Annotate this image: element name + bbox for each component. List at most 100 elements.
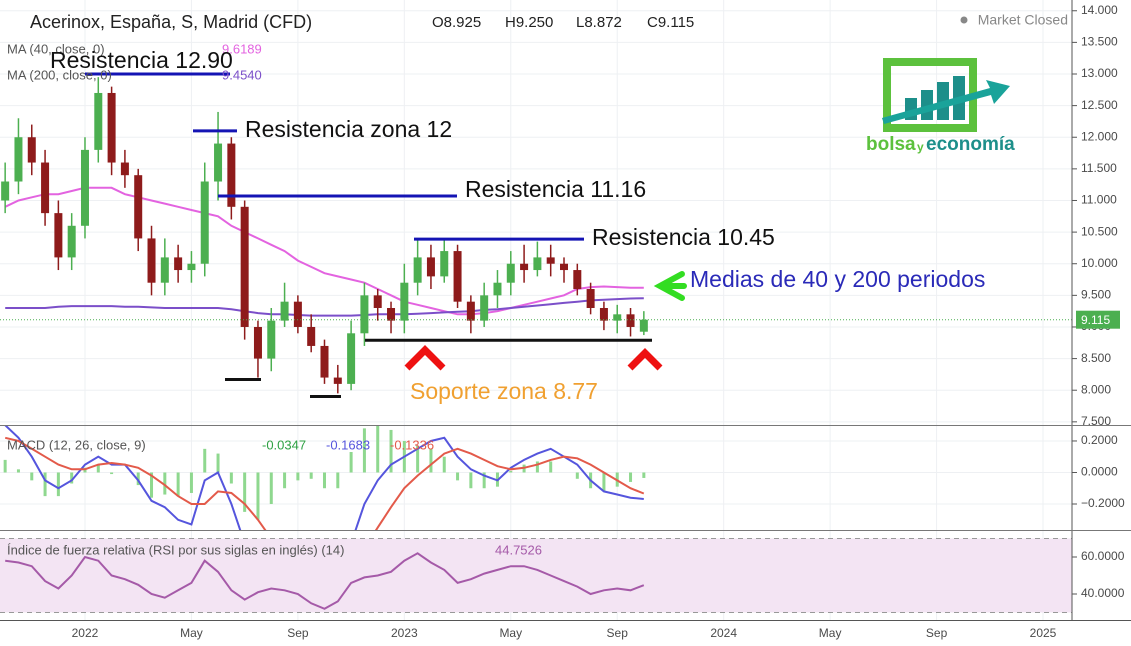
candle-body <box>307 326 316 346</box>
x-tick-label: May <box>819 626 842 640</box>
quote-high: H9.250 <box>505 14 553 31</box>
candle-body <box>1 181 10 201</box>
y-tick-label: 13.500 <box>1081 35 1118 49</box>
histogram-bar <box>549 461 553 473</box>
y-tick-label: 8.500 <box>1081 351 1111 365</box>
histogram-bar <box>416 445 420 473</box>
legend-value: 9.6189 <box>222 41 262 56</box>
legend-value: 44.7526 <box>495 542 542 557</box>
candle-body <box>320 345 329 378</box>
candle-body <box>94 92 103 150</box>
histogram-bar <box>150 472 154 498</box>
legend-value: -0.1336 <box>390 437 434 452</box>
x-tick-label: Sep <box>287 626 309 640</box>
candle-body <box>626 314 635 327</box>
y-tick-label: 0.2000 <box>1081 433 1118 447</box>
candle-body <box>187 263 196 271</box>
x-tick-label: Sep <box>607 626 629 640</box>
x-tick-label: 2024 <box>710 626 737 640</box>
candle-body <box>426 257 435 277</box>
logo-text: y <box>917 140 924 154</box>
histogram-bar <box>189 472 193 493</box>
y-tick-label: 60.0000 <box>1081 549 1125 563</box>
candle-body <box>586 289 595 308</box>
last-price-box <box>1076 310 1120 329</box>
chevron <box>404 345 663 371</box>
histogram-bar <box>70 472 74 484</box>
histogram-bar <box>456 472 460 481</box>
histogram-bar <box>269 472 273 504</box>
candle-body <box>174 257 183 271</box>
candle-body <box>41 162 50 214</box>
y-tick-label: 9.500 <box>1081 288 1111 302</box>
candle-body <box>347 333 356 384</box>
histogram-bar <box>376 426 380 473</box>
histogram-bar <box>110 472 114 475</box>
histogram-bar <box>629 472 633 482</box>
histogram-bar <box>283 472 287 489</box>
logo: bolsa y economía <box>866 58 1015 155</box>
candle-body <box>120 162 129 176</box>
series-line <box>4 426 644 530</box>
histogram-bar <box>575 472 579 479</box>
quote-low: L8.872 <box>576 14 622 31</box>
candle-body <box>493 282 502 296</box>
candle-body <box>560 263 569 271</box>
x-tick-label: May <box>499 626 522 640</box>
candle-body <box>293 301 302 327</box>
x-tick-label: Sep <box>926 626 948 640</box>
histogram-bar <box>203 448 207 473</box>
candle-body <box>240 206 249 327</box>
y-tick-label: 12.000 <box>1081 129 1118 143</box>
candle-body <box>360 295 369 334</box>
legend-value: -0.1683 <box>326 437 370 452</box>
candle-body <box>440 251 449 277</box>
histogram-bar <box>256 472 260 520</box>
y-tick-label: −0.2000 <box>1081 496 1125 510</box>
histogram-bar <box>482 472 486 489</box>
histogram-bar <box>176 472 180 497</box>
quote-close: C9.115 <box>647 14 694 31</box>
y-tick-label: 13.000 <box>1081 66 1118 80</box>
histogram-bar <box>216 453 220 473</box>
candle-body <box>453 251 462 302</box>
series-line <box>5 552 645 610</box>
histogram-bar <box>322 472 326 489</box>
pane-title: MACD (12, 26, close, 9) <box>7 437 146 452</box>
y-tick-label: 8.000 <box>1081 382 1111 396</box>
y-tick-label: 11.000 <box>1081 193 1117 207</box>
histogram-bar <box>16 469 20 473</box>
candle-body <box>506 263 515 283</box>
candle-body <box>227 143 236 207</box>
pane-title: Índice de fuerza relativa (RSI por sus s… <box>7 542 344 557</box>
candle-body <box>333 377 342 384</box>
histogram-bar <box>469 472 473 489</box>
candle-body <box>27 137 36 163</box>
annotation: Resistencia 10.45 <box>592 224 775 250</box>
candle-body <box>466 301 475 321</box>
rsi-band <box>0 538 1072 613</box>
candle-body <box>134 175 143 239</box>
series-line <box>4 436 645 530</box>
histogram-bar <box>535 461 539 473</box>
candle-body <box>160 257 169 283</box>
histogram-bar <box>96 464 100 473</box>
y-tick-label: 0.0000 <box>1081 465 1118 479</box>
histogram-bar <box>642 472 646 478</box>
candle-body <box>253 326 262 359</box>
quote-open: O8.925 <box>432 14 481 31</box>
series-line <box>4 186 644 316</box>
candle-body <box>387 307 396 321</box>
candle-body <box>400 282 409 321</box>
histogram-bar <box>229 472 233 484</box>
candle-body <box>480 295 489 321</box>
x-tick-label: 2022 <box>72 626 99 640</box>
histogram-bar <box>296 472 300 481</box>
annotation: Resistencia zona 12 <box>245 116 452 142</box>
candle-body <box>54 213 63 258</box>
y-tick-label: 10.500 <box>1081 224 1118 238</box>
histogram-bar <box>136 472 140 486</box>
histogram-bar <box>56 472 60 497</box>
y-tick-label: 11.500 <box>1081 161 1117 175</box>
